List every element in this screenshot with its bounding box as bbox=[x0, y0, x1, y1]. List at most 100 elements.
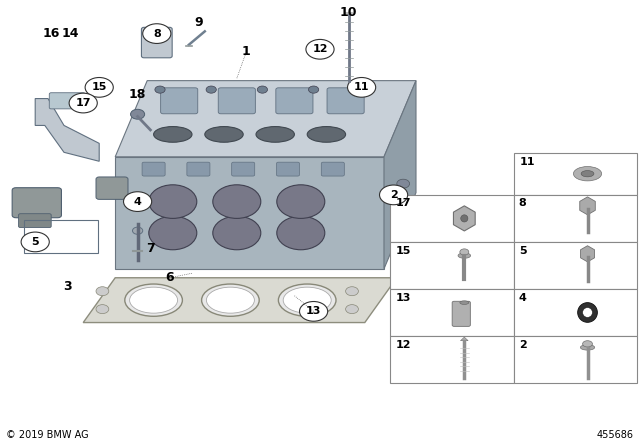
Circle shape bbox=[360, 86, 370, 93]
Circle shape bbox=[206, 86, 216, 93]
Text: 11: 11 bbox=[354, 82, 369, 92]
Ellipse shape bbox=[458, 253, 470, 258]
FancyBboxPatch shape bbox=[276, 88, 313, 114]
Bar bbox=[390, 242, 514, 289]
Bar bbox=[514, 336, 637, 383]
Text: 15: 15 bbox=[92, 82, 107, 92]
FancyBboxPatch shape bbox=[142, 162, 165, 176]
Circle shape bbox=[346, 287, 358, 296]
Text: 12: 12 bbox=[312, 44, 328, 54]
Ellipse shape bbox=[573, 167, 602, 181]
FancyBboxPatch shape bbox=[232, 162, 255, 176]
FancyBboxPatch shape bbox=[161, 88, 198, 114]
Text: 1: 1 bbox=[242, 45, 251, 58]
Ellipse shape bbox=[581, 171, 594, 177]
Ellipse shape bbox=[578, 303, 597, 323]
Bar bbox=[390, 289, 514, 336]
Text: 6: 6 bbox=[165, 271, 174, 284]
Ellipse shape bbox=[460, 249, 469, 255]
Ellipse shape bbox=[149, 216, 197, 250]
Ellipse shape bbox=[154, 127, 192, 142]
Circle shape bbox=[306, 39, 334, 59]
Text: 13: 13 bbox=[306, 306, 321, 316]
Text: © 2019 BMW AG: © 2019 BMW AG bbox=[6, 430, 89, 440]
Circle shape bbox=[348, 78, 376, 97]
Text: 11: 11 bbox=[520, 157, 536, 167]
Circle shape bbox=[21, 232, 49, 252]
Text: 12: 12 bbox=[396, 340, 411, 349]
Circle shape bbox=[346, 305, 358, 314]
Text: 7: 7 bbox=[146, 242, 155, 255]
Circle shape bbox=[397, 211, 410, 220]
Circle shape bbox=[380, 185, 408, 205]
Ellipse shape bbox=[206, 287, 254, 313]
FancyBboxPatch shape bbox=[19, 214, 51, 228]
Bar bbox=[514, 152, 637, 195]
FancyBboxPatch shape bbox=[218, 88, 255, 114]
Text: 5: 5 bbox=[519, 246, 526, 255]
Bar bbox=[514, 289, 637, 336]
Text: 10: 10 bbox=[340, 6, 358, 19]
FancyBboxPatch shape bbox=[12, 188, 61, 218]
Bar bbox=[390, 336, 514, 383]
Ellipse shape bbox=[276, 185, 324, 218]
Ellipse shape bbox=[582, 308, 593, 318]
Text: 5: 5 bbox=[31, 237, 39, 247]
Ellipse shape bbox=[131, 109, 145, 119]
Text: 2: 2 bbox=[390, 190, 397, 200]
Polygon shape bbox=[115, 157, 384, 269]
Ellipse shape bbox=[582, 341, 593, 347]
Text: 16: 16 bbox=[42, 27, 60, 40]
Ellipse shape bbox=[460, 301, 469, 305]
Circle shape bbox=[96, 287, 109, 296]
Ellipse shape bbox=[132, 227, 143, 234]
Ellipse shape bbox=[461, 215, 468, 222]
Text: 455686: 455686 bbox=[596, 430, 634, 440]
Polygon shape bbox=[461, 337, 468, 341]
Polygon shape bbox=[83, 278, 397, 323]
Text: 4: 4 bbox=[134, 197, 141, 207]
Bar bbox=[514, 242, 637, 289]
Bar bbox=[390, 195, 514, 242]
Circle shape bbox=[96, 305, 109, 314]
Circle shape bbox=[143, 24, 171, 43]
FancyBboxPatch shape bbox=[321, 162, 344, 176]
Ellipse shape bbox=[276, 216, 324, 250]
Ellipse shape bbox=[202, 284, 259, 316]
Text: 9: 9 bbox=[194, 16, 203, 29]
Text: 17: 17 bbox=[396, 198, 411, 208]
FancyBboxPatch shape bbox=[187, 162, 210, 176]
Circle shape bbox=[85, 78, 113, 97]
Ellipse shape bbox=[125, 284, 182, 316]
Ellipse shape bbox=[212, 185, 261, 218]
Text: 8: 8 bbox=[519, 198, 527, 208]
Polygon shape bbox=[580, 246, 595, 262]
Text: 3: 3 bbox=[63, 280, 72, 293]
Ellipse shape bbox=[307, 127, 346, 142]
Polygon shape bbox=[115, 81, 416, 157]
Polygon shape bbox=[454, 206, 475, 231]
Text: 4: 4 bbox=[519, 293, 527, 302]
Polygon shape bbox=[35, 99, 99, 161]
FancyBboxPatch shape bbox=[327, 88, 364, 114]
Text: 15: 15 bbox=[396, 246, 411, 255]
Ellipse shape bbox=[256, 127, 294, 142]
Text: 13: 13 bbox=[396, 293, 411, 302]
Circle shape bbox=[69, 93, 97, 113]
Circle shape bbox=[300, 302, 328, 321]
Polygon shape bbox=[580, 197, 595, 215]
Bar bbox=[24, 220, 98, 253]
Ellipse shape bbox=[129, 287, 178, 313]
Ellipse shape bbox=[212, 216, 261, 250]
FancyBboxPatch shape bbox=[49, 93, 85, 109]
Text: 18: 18 bbox=[129, 87, 147, 101]
Circle shape bbox=[308, 86, 319, 93]
Polygon shape bbox=[384, 81, 416, 269]
Ellipse shape bbox=[283, 287, 332, 313]
Bar bbox=[514, 195, 637, 242]
FancyBboxPatch shape bbox=[276, 162, 300, 176]
Ellipse shape bbox=[205, 127, 243, 142]
Ellipse shape bbox=[149, 185, 197, 218]
FancyBboxPatch shape bbox=[96, 177, 128, 199]
Text: 2: 2 bbox=[519, 340, 527, 349]
